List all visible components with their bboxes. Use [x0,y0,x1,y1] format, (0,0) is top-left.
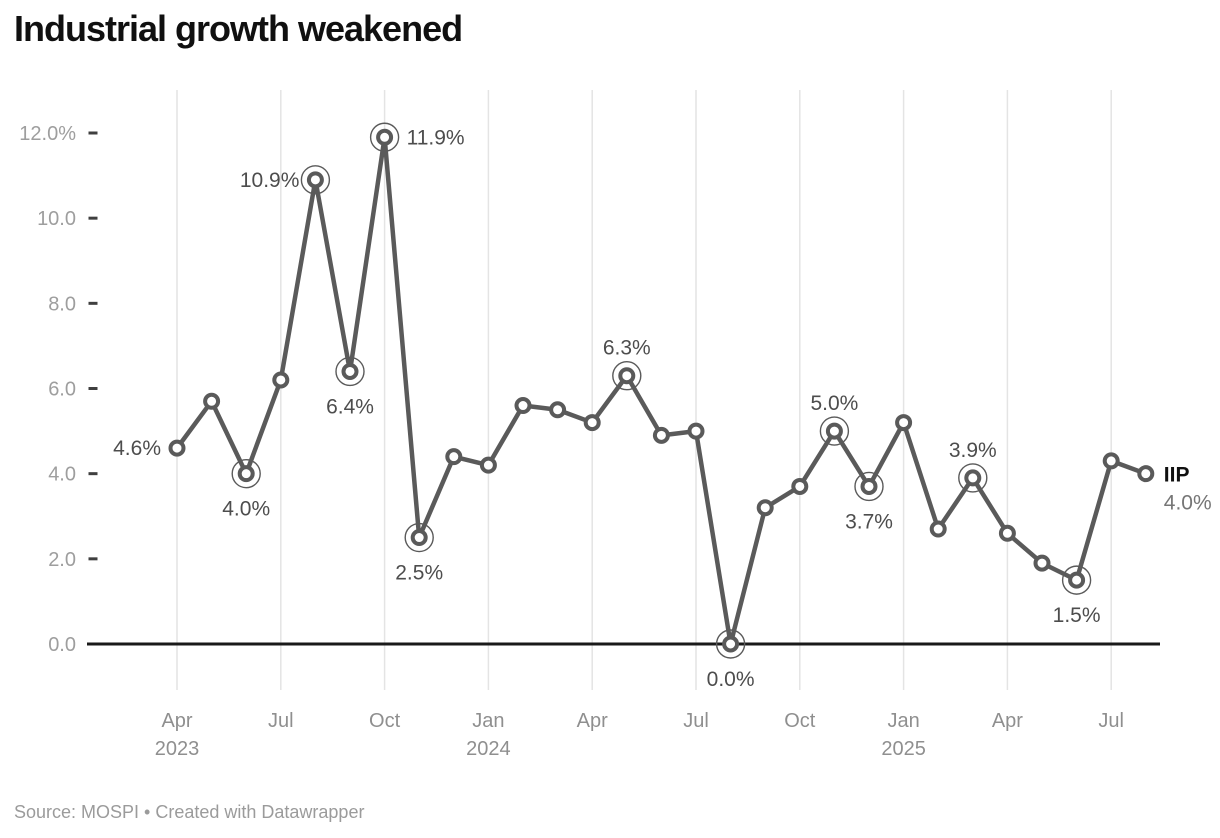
data-point-label: 3.7% [845,510,893,533]
data-point [1137,465,1155,483]
y-axis-label: 12.0% [19,123,76,145]
data-point [618,367,636,385]
series-end-label-name: IIP [1164,464,1190,487]
data-point-ring [1061,565,1092,595]
data-point [237,465,255,483]
data-point [479,456,497,474]
x-axis-year-label: 2023 [155,738,200,760]
data-point [410,529,428,547]
data-point [203,392,221,410]
x-axis-label: Jan [887,710,919,732]
data-point-ring [335,356,365,387]
data-line [174,135,1149,647]
data-point [514,397,532,415]
series-end-label-value: 4.0% [1164,492,1212,515]
chart-title: Industrial growth weakened [14,8,463,49]
data-point [583,414,601,432]
x-axis-label: Apr [577,710,608,732]
data-point [549,401,567,419]
y-axis-label: 4.0 [48,464,76,486]
x-axis-label: Apr [992,710,1023,732]
data-point [964,469,982,487]
data-point [687,422,705,440]
data-point [1068,571,1086,589]
data-point [168,439,186,457]
x-axis-year-label: 2025 [881,738,926,760]
data-point [860,477,878,495]
data-point-ring [612,361,642,391]
data-point [306,171,324,189]
x-axis-label: Jul [1098,710,1124,732]
data-point [756,499,774,517]
data-point-label: 4.0% [222,498,270,521]
data-point-label: 3.9% [949,439,997,462]
data-point [341,362,359,380]
data-point [1102,452,1120,470]
data-point-ring [715,629,746,659]
data-point-ring [819,416,850,446]
data-point [722,635,740,653]
data-point-label: 1.5% [1053,604,1101,627]
data-point [791,477,809,495]
data-point [652,426,670,444]
y-axis-label: 0.0 [48,634,76,656]
x-axis-label: Oct [369,710,401,732]
data-point-ring [958,463,988,493]
data-point [929,520,947,538]
data-point [376,128,394,146]
data-point-ring [854,471,884,502]
data-point-label: 0.0% [707,668,755,691]
x-axis-label: Jul [683,710,709,732]
data-point [895,414,913,432]
x-axis-label: Jan [472,710,504,732]
data-point-ring [231,458,261,489]
data-point [445,448,463,466]
data-point [272,371,290,389]
data-point-ring [369,122,400,152]
y-axis-label: 2.0 [48,549,76,571]
data-point-label: 4.6% [113,437,161,460]
x-axis-year-label: 2024 [466,738,511,760]
x-axis-label: Apr [161,710,192,732]
data-point-label: 5.0% [810,392,858,415]
data-point-ring [404,522,434,553]
data-point-label: 10.9% [240,169,300,192]
data-point [825,422,843,440]
y-axis-label: 6.0 [48,379,76,401]
data-point-label: 11.9% [407,126,465,149]
data-point-label: 6.3% [603,337,651,360]
x-axis-label: Oct [784,710,816,732]
data-point [998,524,1016,542]
y-axis-label: 8.0 [48,293,76,315]
data-point-label: 6.4% [326,395,374,418]
data-point-label: 2.5% [395,562,443,585]
x-axis-label: Jul [268,710,294,732]
source-line: Source: MOSPI • Created with Datawrapper [14,802,365,822]
data-point-ring [300,165,331,195]
y-axis-label: 10.0 [37,208,76,230]
data-point [1033,554,1051,572]
